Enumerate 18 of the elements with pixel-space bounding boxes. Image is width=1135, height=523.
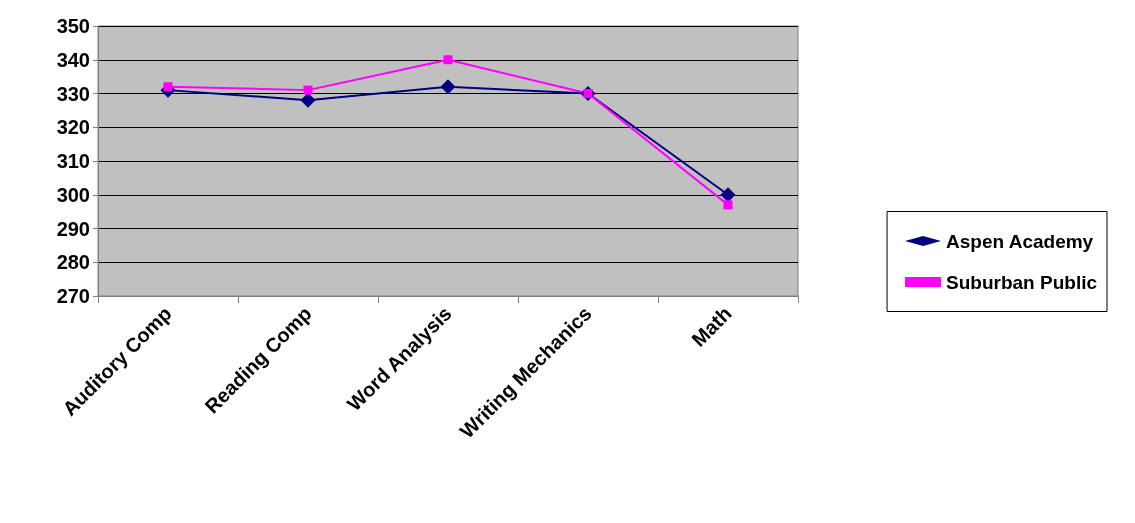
y-tick-label: 310: [56, 150, 90, 172]
point: [303, 85, 313, 95]
y-tick-label: 300: [56, 183, 90, 206]
point: [300, 92, 316, 108]
y-tick-label: 350: [56, 15, 90, 37]
point: [440, 79, 456, 95]
point: [163, 82, 173, 92]
y-tick-label: 280: [56, 251, 90, 274]
y-tick-label: 340: [56, 48, 90, 71]
y-tick-label: 320: [56, 116, 90, 139]
y-tick-label: 270: [56, 285, 90, 307]
point: [720, 187, 736, 203]
point: [443, 55, 453, 65]
y-tick-label: 290: [56, 217, 90, 240]
legend-label: Suburban Public: [946, 271, 1098, 293]
point: [723, 200, 733, 210]
y-tick-label: 330: [56, 82, 90, 105]
legend-label: Aspen Academy: [946, 230, 1094, 252]
